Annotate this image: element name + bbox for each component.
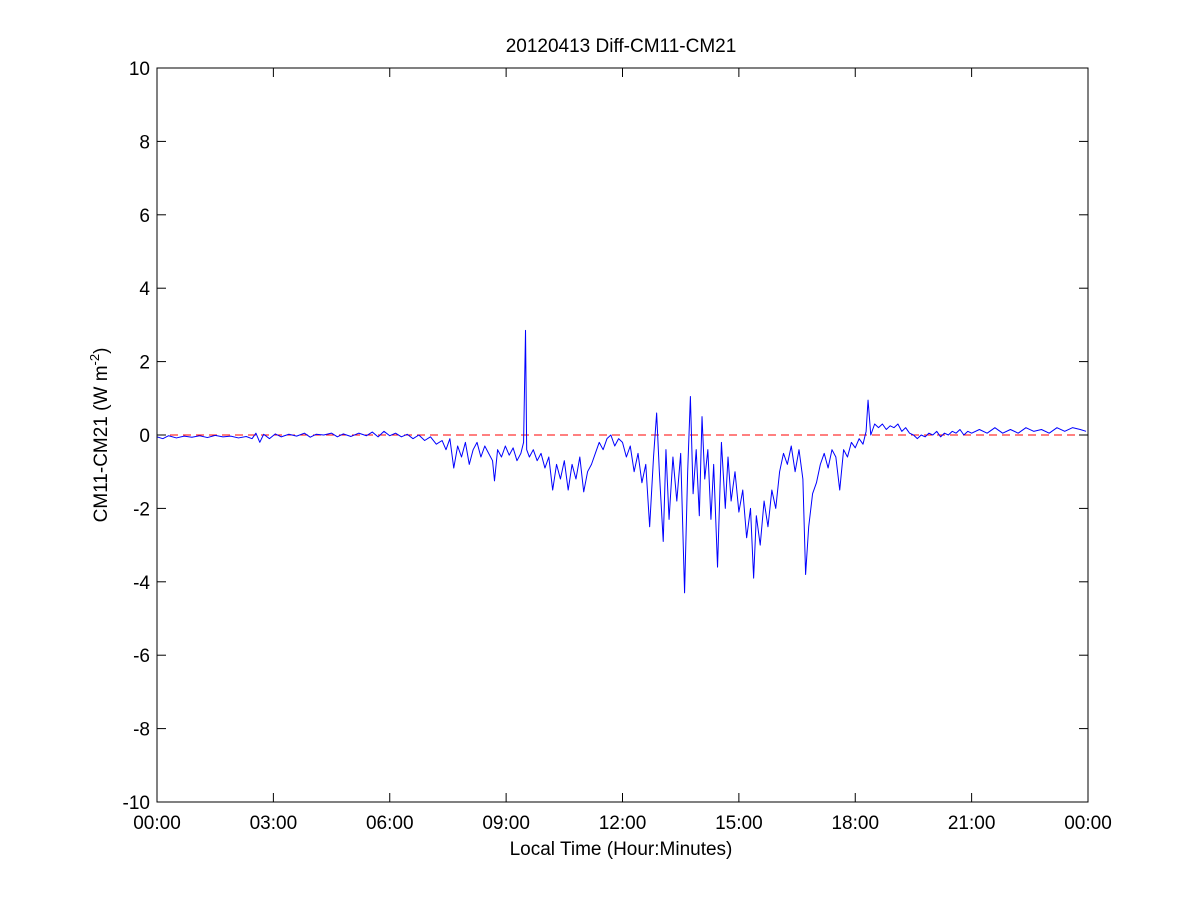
y-axis-label-close: ) <box>91 348 112 354</box>
y-tick-label-8: -6 <box>133 646 150 667</box>
x-axis-ticks: 00:00 03:00 06:00 09:00 12:00 15:00 18:00 21:00… <box>133 68 1112 834</box>
y-tick-label-4: 2 <box>139 353 150 374</box>
x-tick-label-2: 06:00 <box>366 813 414 834</box>
x-tick-label-7: 21:00 <box>948 813 996 834</box>
y-axis-label: CM11-CM21 (W m-2) <box>87 348 112 523</box>
y-tick-label-7: -4 <box>133 573 150 594</box>
x-tick-label-1: 03:00 <box>250 813 298 834</box>
x-tick-label-3: 09:00 <box>482 813 530 834</box>
y-tick-label-5: 0 <box>139 426 150 447</box>
series-layer <box>157 329 1087 594</box>
x-tick-label-0: 00:00 <box>133 813 181 834</box>
x-tick-label-4: 12:00 <box>599 813 647 834</box>
y-axis-ticks: 10 8 6 4 2 0 -2 -4 -6 -8 -10 <box>123 59 1088 814</box>
y-tick-label-9: -8 <box>133 720 150 741</box>
y-tick-label-10: -10 <box>123 793 150 814</box>
y-tick-label-3: 4 <box>139 279 150 300</box>
y-tick-label-1: 8 <box>139 132 150 153</box>
y-axis-label-main: CM11-CM21 (W m <box>91 365 112 522</box>
x-tick-label-8: 00:00 <box>1064 813 1112 834</box>
y-tick-label-6: -2 <box>133 499 150 520</box>
series-line-0 <box>157 329 1087 594</box>
y-tick-label-0: 10 <box>129 59 150 80</box>
x-tick-label-6: 18:00 <box>831 813 879 834</box>
y-axis-label-superscript: -2 <box>87 354 102 366</box>
x-axis-label: Local Time (Hour:Minutes) <box>510 839 733 860</box>
x-tick-label-5: 15:00 <box>715 813 763 834</box>
y-tick-label-2: 6 <box>139 206 150 227</box>
chart-title: 20120413 Diff-CM11-CM21 <box>506 36 737 57</box>
